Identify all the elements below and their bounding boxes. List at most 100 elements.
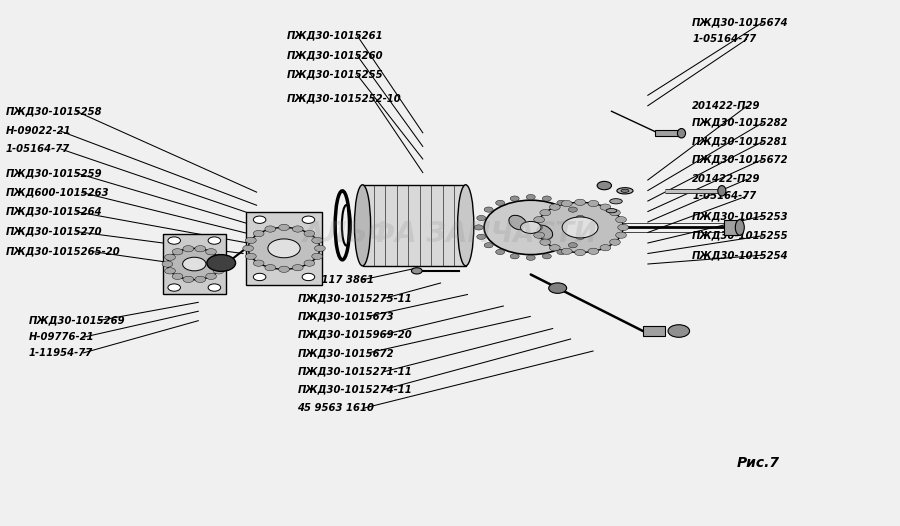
Bar [363,185,465,266]
Text: ПЖД30-1015674: ПЖД30-1015674 [692,17,789,27]
Circle shape [534,232,544,238]
Text: ПЖД30-1015271-11: ПЖД30-1015271-11 [298,367,412,377]
Circle shape [549,283,567,294]
Circle shape [616,232,626,238]
Circle shape [213,268,224,274]
Circle shape [311,237,322,244]
Circle shape [206,273,217,279]
Circle shape [477,216,486,221]
Text: ПЖД30-1015261: ПЖД30-1015261 [287,31,383,41]
Text: 46 9117 3861: 46 9117 3861 [298,275,374,285]
Circle shape [532,224,543,230]
Circle shape [575,249,586,256]
Circle shape [477,234,486,239]
Circle shape [168,237,181,244]
Circle shape [576,234,585,239]
Circle shape [302,274,315,281]
Circle shape [526,255,536,260]
Circle shape [183,246,194,252]
Circle shape [569,207,577,212]
Circle shape [562,200,572,207]
Circle shape [510,254,519,259]
Circle shape [496,249,505,255]
Circle shape [172,273,183,279]
Ellipse shape [508,215,526,230]
Text: ПЖД30-1015258: ПЖД30-1015258 [6,106,103,116]
Text: 1-05164-77: 1-05164-77 [6,144,70,154]
Bar [163,234,226,294]
Circle shape [526,195,536,200]
Circle shape [537,203,623,252]
Circle shape [195,276,206,282]
Text: ПЖД30-1015253: ПЖД30-1015253 [692,211,789,221]
Text: ПЖД30-1015281: ПЖД30-1015281 [692,137,789,147]
Circle shape [216,261,227,267]
Text: ПЖД30-1015255: ПЖД30-1015255 [692,231,789,241]
Circle shape [195,246,206,252]
Text: ПЖД30-1015672: ПЖД30-1015672 [692,155,789,165]
Circle shape [183,276,194,282]
Ellipse shape [355,185,371,266]
Text: ПЖД30-1015252-10: ПЖД30-1015252-10 [287,93,401,103]
Circle shape [549,245,560,251]
Circle shape [617,224,628,230]
Circle shape [616,217,626,223]
Text: ПЖД30-1015673: ПЖД30-1015673 [298,311,394,321]
Text: Рис.7: Рис.7 [737,456,780,470]
Circle shape [600,204,611,210]
Text: ПЖД30-1015260: ПЖД30-1015260 [287,50,383,60]
Circle shape [549,204,560,210]
Circle shape [279,266,290,272]
Circle shape [206,249,217,255]
Text: ПЖД30-1015270: ПЖД30-1015270 [6,227,103,237]
Circle shape [208,284,220,291]
Text: ПЖД30-1015269: ПЖД30-1015269 [28,316,125,326]
Circle shape [557,249,566,255]
Text: ПЖД30-1015255: ПЖД30-1015255 [287,69,383,79]
Bar [724,219,740,235]
Circle shape [520,221,541,234]
Circle shape [253,230,264,237]
Circle shape [168,284,181,291]
Circle shape [588,248,598,255]
Text: Н-09776-21: Н-09776-21 [28,332,94,342]
Text: ПЖД30-1015274-11: ПЖД30-1015274-11 [298,385,412,394]
Circle shape [557,200,566,206]
Circle shape [569,242,577,248]
Ellipse shape [411,268,422,274]
Text: Н-09022-21: Н-09022-21 [6,126,71,136]
Circle shape [597,181,611,190]
Ellipse shape [735,219,744,235]
Circle shape [265,265,275,271]
Ellipse shape [616,188,633,194]
Circle shape [165,254,176,260]
Circle shape [304,230,315,237]
Circle shape [167,248,221,280]
Text: 1-05164-77: 1-05164-77 [692,34,757,44]
Circle shape [302,216,315,224]
Circle shape [540,209,551,216]
Ellipse shape [457,185,473,266]
Text: 1-05164-77: 1-05164-77 [692,191,757,201]
Circle shape [579,225,588,230]
Ellipse shape [621,189,629,193]
Circle shape [292,265,303,271]
Circle shape [246,253,256,259]
Circle shape [562,217,598,238]
Circle shape [576,216,585,221]
Text: ПЖД30-1015259: ПЖД30-1015259 [6,168,103,178]
Circle shape [484,242,493,248]
Circle shape [496,200,505,206]
Circle shape [562,248,572,255]
Circle shape [609,239,620,245]
Circle shape [246,237,256,244]
Circle shape [279,224,290,230]
Circle shape [172,249,183,255]
Circle shape [208,237,220,244]
Ellipse shape [535,225,553,239]
Bar [654,129,681,136]
Circle shape [183,257,206,271]
Circle shape [600,245,611,251]
Text: ПЖД600-1015263: ПЖД600-1015263 [6,187,110,197]
Circle shape [292,226,303,232]
